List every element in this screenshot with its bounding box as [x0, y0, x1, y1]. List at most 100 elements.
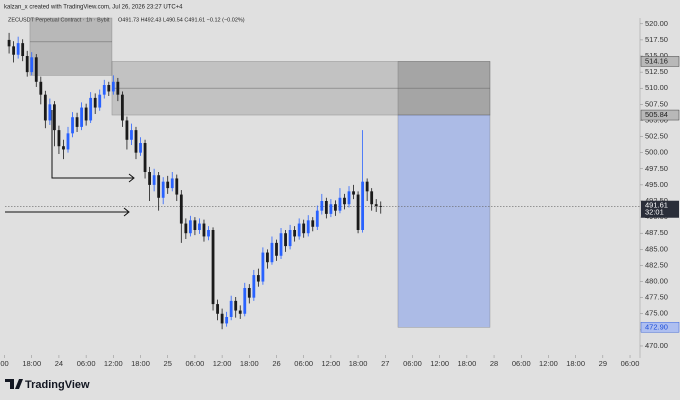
zone	[29, 17, 113, 76]
candle-body	[89, 97, 93, 121]
y-tick-label: 520.00	[645, 19, 668, 28]
candle-body	[320, 200, 324, 211]
candle-body	[80, 107, 84, 127]
candle-body	[347, 191, 351, 205]
x-tick-label: 00	[0, 359, 8, 368]
chart-title: kalzan_x created with TradingView.com, J…	[4, 5, 183, 11]
countdown-label: 32:01	[645, 208, 664, 217]
candle-body	[315, 210, 319, 227]
candle-body	[71, 117, 74, 134]
plot-area	[5, 17, 640, 330]
candle-body	[270, 242, 274, 263]
candle-body	[152, 175, 156, 185]
brand-logo: TradingView	[5, 379, 90, 391]
y-tick-label: 510.00	[645, 83, 668, 92]
y-tick-label: 480.00	[645, 277, 668, 286]
x-tick-label: 12:00	[104, 359, 123, 368]
price-tag	[640, 322, 680, 333]
candle-body	[188, 220, 192, 234]
price-tag-label: 514.16	[645, 56, 668, 65]
arrow-drawing	[5, 110, 135, 217]
candle-body	[57, 130, 61, 147]
x-tick-label: 27	[381, 359, 389, 368]
zone	[397, 61, 491, 116]
x-tick-label: 06:00	[621, 359, 640, 368]
x-tick-label: 18:00	[349, 359, 368, 368]
candle-body	[107, 85, 111, 92]
x-tick-label: 18:00	[131, 359, 150, 368]
candle-body	[98, 94, 102, 108]
candle-body	[338, 197, 342, 211]
x-tick-label: 29	[599, 359, 607, 368]
candle-body	[352, 191, 355, 195]
candle-body	[234, 300, 238, 311]
candle-body	[30, 57, 34, 73]
candle-body	[157, 175, 161, 198]
symbol-label: ZECUSDT Perpetual Contract · 1h · Bybit	[8, 17, 110, 23]
candle-body	[193, 220, 197, 230]
candle-body	[216, 304, 219, 314]
x-tick-label: 06:00	[294, 359, 313, 368]
price-tag	[640, 56, 680, 67]
candle-body	[170, 178, 174, 189]
price-tag-label: 472.90	[645, 322, 668, 331]
candle-body	[48, 104, 52, 121]
candle-body	[25, 56, 29, 73]
candle-body	[134, 130, 138, 153]
x-tick-label: 18:00	[566, 359, 585, 368]
candle-body	[34, 57, 38, 82]
candle-body	[343, 197, 346, 205]
candle-body	[148, 172, 151, 185]
candle-body	[334, 204, 337, 211]
x-tick-label: 12:00	[430, 359, 449, 368]
candle-body	[379, 205, 383, 207]
candle-body	[370, 191, 374, 205]
candle-body	[43, 94, 47, 121]
y-tick-label: 512.50	[645, 67, 668, 76]
candle-body	[302, 223, 306, 234]
candle-body	[39, 81, 43, 95]
candle-body	[229, 300, 233, 317]
y-tick-label: 492.50	[645, 196, 668, 205]
candle-body	[293, 229, 297, 237]
candle-body	[238, 310, 242, 314]
candle-body	[356, 194, 360, 230]
candle-body	[202, 223, 206, 237]
candle-body	[116, 81, 120, 95]
candle-body	[130, 130, 133, 140]
candle-body	[211, 229, 215, 305]
x-tick-label: 06:00	[77, 359, 96, 368]
candle-body	[198, 223, 201, 230]
x-tick-label: 18:00	[22, 359, 41, 368]
x-tick-label: 06:00	[403, 359, 422, 368]
x-tick-label: 25	[164, 359, 172, 368]
candle-body	[297, 223, 301, 237]
y-tick-label: 507.50	[645, 99, 668, 108]
candle-body	[261, 252, 265, 282]
candle-body	[166, 181, 170, 189]
ohlc-legend: O491.73 H492.43 L490.54 C491.61 −0.12 (−…	[118, 17, 245, 23]
y-tick-label: 502.50	[645, 132, 668, 141]
candle-body	[279, 233, 283, 256]
y-tick-label: 477.50	[645, 293, 668, 302]
candle-body	[62, 146, 65, 150]
y-tick-label: 470.00	[645, 341, 668, 350]
candle-body	[102, 85, 106, 95]
candle-body	[12, 46, 16, 55]
candle-body	[256, 275, 260, 282]
y-tick-label: 485.00	[645, 244, 668, 253]
candle-body	[266, 252, 269, 263]
x-tick-label: 26	[272, 359, 280, 368]
x-tick-label: 06:00	[512, 359, 531, 368]
candle-body	[220, 313, 224, 324]
x-tick-label: 06:00	[186, 359, 205, 368]
candle-body	[93, 97, 97, 108]
y-tick-label: 500.00	[645, 148, 668, 157]
candle-body	[184, 223, 188, 234]
candle-body	[179, 194, 183, 224]
y-tick-label: 517.50	[645, 35, 668, 44]
candle-body	[175, 178, 179, 195]
x-tick-label: 12:00	[539, 359, 558, 368]
last-price-label: 491.61	[645, 201, 668, 210]
